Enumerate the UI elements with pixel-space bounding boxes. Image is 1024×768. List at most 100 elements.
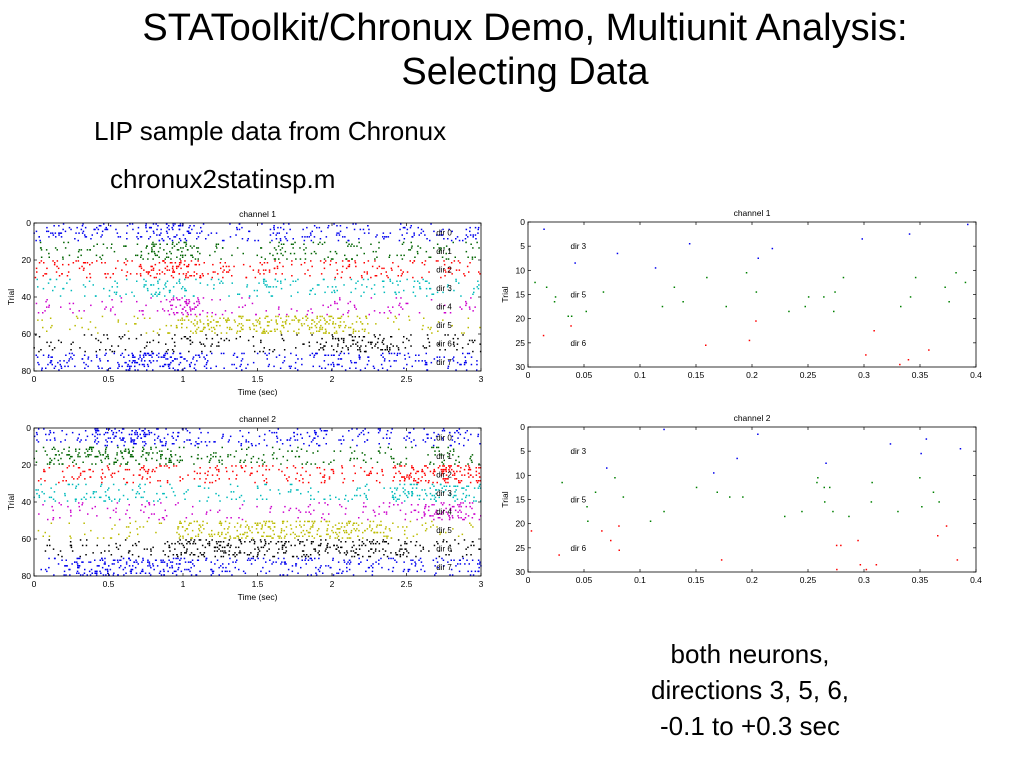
spike-point	[343, 337, 345, 340]
spike-point	[386, 537, 388, 539]
spike-point	[435, 489, 438, 491]
spike-point	[246, 524, 248, 526]
spike-point	[77, 454, 79, 456]
spike-point	[277, 557, 280, 560]
spike-point	[476, 241, 478, 244]
spike-point	[111, 528, 113, 530]
spike-point	[314, 431, 316, 434]
spike-point	[458, 443, 460, 445]
spike-point	[117, 345, 120, 347]
spike-point	[145, 354, 147, 356]
spike-point	[261, 223, 263, 225]
spike-point	[447, 267, 450, 270]
spike-point	[111, 563, 114, 565]
spike-point	[68, 454, 71, 456]
spike-point	[115, 293, 117, 295]
spike-point	[426, 334, 429, 336]
spike-point	[52, 260, 54, 262]
spike-point	[397, 275, 399, 277]
spike-point	[210, 561, 212, 563]
spike-point	[198, 443, 200, 445]
spike-point	[223, 239, 225, 242]
spike-point	[379, 334, 381, 336]
spike-point	[117, 236, 120, 238]
spike-point	[354, 336, 356, 338]
spike-point	[428, 345, 431, 347]
spike-point	[279, 574, 281, 576]
spike-point	[396, 254, 398, 257]
spike-point	[256, 470, 258, 473]
spike-point	[389, 487, 392, 489]
spike-point	[443, 260, 445, 262]
spike-point	[156, 459, 158, 462]
spike-point	[386, 345, 388, 347]
spike-point	[121, 455, 124, 458]
spike-point	[275, 249, 277, 251]
spike-point	[50, 496, 53, 499]
spike-point	[156, 452, 158, 454]
spike-point	[152, 565, 155, 567]
spike-point	[165, 299, 168, 301]
spike-point	[144, 433, 147, 436]
spike-point	[133, 561, 135, 563]
spike-point	[364, 485, 367, 487]
spike-point	[85, 544, 88, 547]
spike-point	[165, 443, 167, 445]
spike-point	[141, 504, 143, 506]
spike-point	[358, 544, 361, 547]
spike-point	[343, 559, 345, 561]
spike-point	[241, 358, 244, 360]
spike-point	[89, 276, 92, 279]
spike-point	[364, 441, 366, 443]
spike-point	[276, 435, 278, 438]
spike-point	[333, 450, 335, 452]
spike-point	[232, 561, 234, 563]
spike-point	[425, 352, 427, 355]
spike-point	[71, 455, 73, 458]
spike-point	[38, 350, 40, 353]
spike-point	[244, 572, 247, 574]
spike-point	[397, 347, 400, 349]
spike-point	[182, 286, 184, 288]
spike-point	[143, 468, 146, 471]
spike-point	[804, 305, 806, 308]
spike-point	[212, 263, 214, 266]
spike-point	[454, 463, 456, 465]
spike-point	[238, 441, 240, 443]
spike-point	[433, 230, 435, 233]
spike-point	[447, 446, 449, 449]
spike-point	[169, 363, 171, 366]
spike-point	[436, 234, 438, 236]
spike-point	[312, 365, 314, 368]
spike-point	[328, 315, 330, 318]
plot-frame	[527, 221, 977, 368]
spike-point	[439, 465, 441, 467]
spike-point	[66, 275, 69, 277]
spike-point	[145, 457, 147, 460]
spike-point	[124, 468, 127, 471]
spike-point	[162, 260, 164, 262]
spike-point	[179, 258, 181, 260]
spike-point	[287, 450, 289, 452]
spike-point	[441, 511, 444, 513]
spike-point	[688, 243, 691, 245]
spike-point	[147, 559, 149, 561]
spike-point	[49, 457, 51, 460]
spike-point	[177, 225, 180, 227]
spike-point	[158, 522, 161, 524]
spike-point	[258, 465, 260, 467]
spike-point	[310, 463, 312, 465]
spike-point	[93, 496, 96, 499]
spike-point	[189, 431, 191, 434]
spike-point	[272, 350, 274, 353]
spike-point	[101, 461, 103, 463]
spike-point	[280, 332, 282, 334]
spike-point	[412, 535, 415, 537]
spike-point	[341, 260, 344, 262]
spike-point	[473, 513, 475, 515]
spike-point	[243, 552, 246, 554]
spike-point	[324, 430, 327, 432]
spike-point	[459, 262, 461, 264]
spike-point	[403, 336, 405, 338]
spike-point	[376, 472, 378, 475]
